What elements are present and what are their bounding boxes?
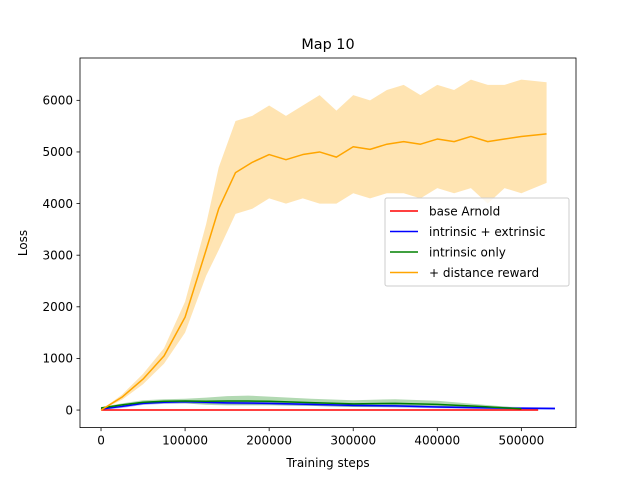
y-tick-label: 1000 <box>42 352 73 366</box>
y-tick-label: 3000 <box>42 248 73 262</box>
x-tick-label: 200000 <box>246 434 292 448</box>
legend-label: + distance reward <box>429 266 539 280</box>
x-tick-label: 300000 <box>330 434 376 448</box>
y-tick-label: 4000 <box>42 197 73 211</box>
y-axis-title: Loss <box>16 230 30 256</box>
x-axis-ticks: 0 100000 200000 300000 400000 500000 <box>97 427 544 448</box>
x-tick-label: 0 <box>97 434 105 448</box>
x-axis-title: Training steps <box>285 456 369 470</box>
series-lines <box>100 133 555 411</box>
y-tick-label: 5000 <box>42 145 73 159</box>
series-line-intrinsic-only <box>100 400 522 410</box>
plot-frame <box>79 57 577 429</box>
y-tick-label: 6000 <box>42 94 73 108</box>
legend: base Arnold intrinsic + extrinsic intrinsi… <box>384 197 570 287</box>
legend-box <box>384 197 570 287</box>
y-tick-label: 0 <box>65 403 73 417</box>
legend-label: intrinsic only <box>429 245 506 259</box>
legend-label: intrinsic + extrinsic <box>429 225 545 239</box>
chart-title: Map 10 <box>301 37 354 53</box>
x-tick-label: 100000 <box>162 434 208 448</box>
legend-label: base Arnold <box>429 204 500 218</box>
y-axis-ticks: 0 1000 2000 3000 4000 5000 6000 <box>42 94 80 417</box>
series-line-distance-reward <box>100 133 547 411</box>
band-distance-reward <box>101 79 547 411</box>
x-tick-label: 500000 <box>498 434 544 448</box>
x-tick-label: 400000 <box>414 434 460 448</box>
series-line-intrinsic-extrinsic <box>100 401 555 410</box>
y-tick-label: 2000 <box>42 300 73 314</box>
